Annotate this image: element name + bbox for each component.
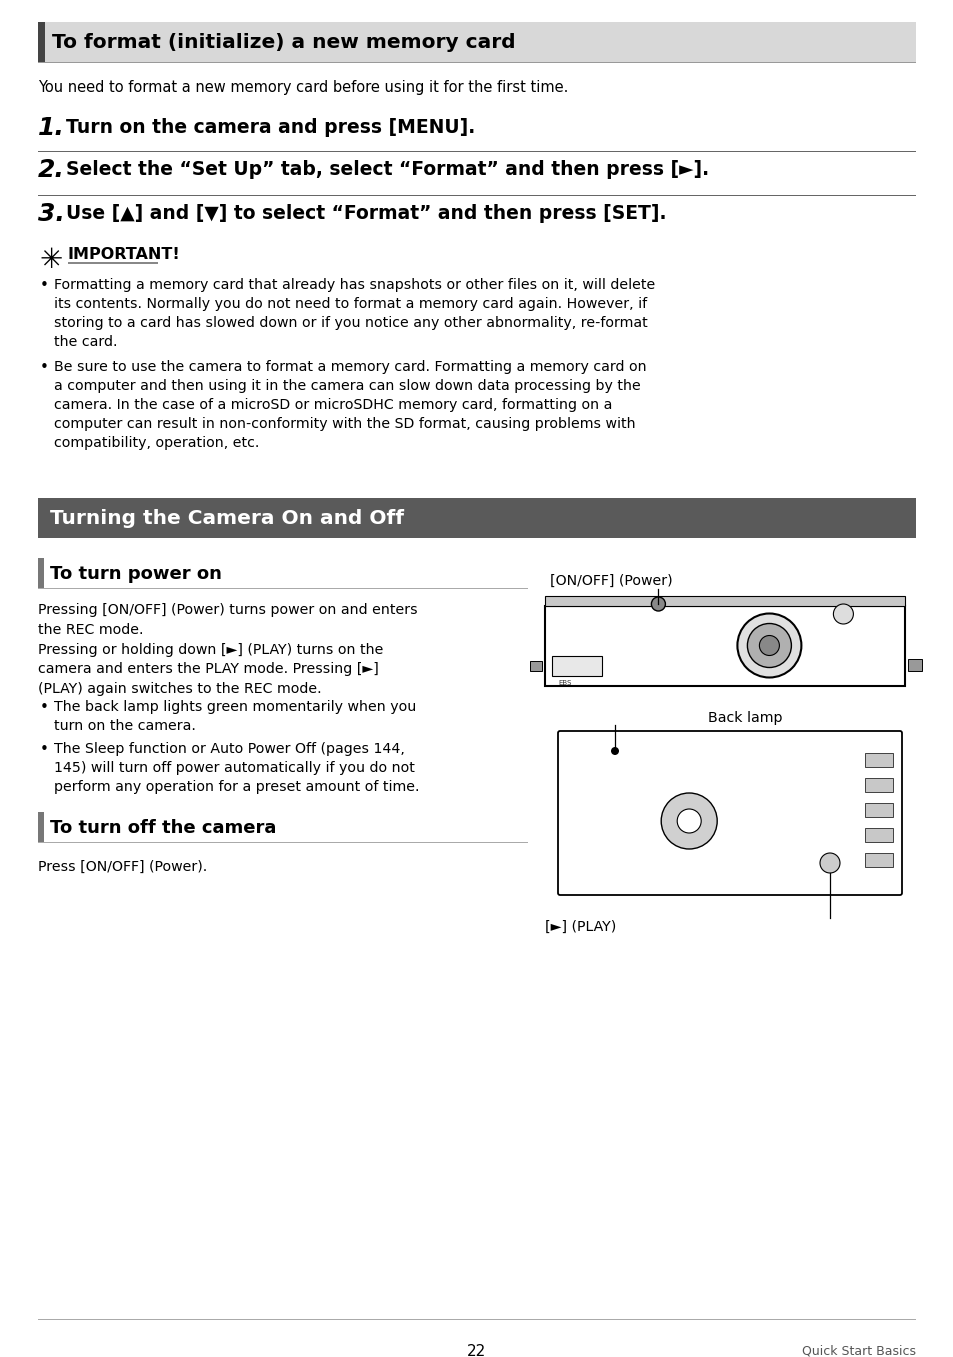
Bar (864, 854, 892, 867)
FancyBboxPatch shape (558, 731, 901, 896)
Text: Be sure to use the camera to format a memory card. Formatting a memory card on
a: Be sure to use the camera to format a me… (54, 360, 646, 449)
Bar (38, 498, 915, 537)
Text: 22: 22 (467, 1343, 486, 1357)
Circle shape (651, 597, 664, 611)
Text: To turn power on: To turn power on (50, 565, 222, 584)
Polygon shape (544, 607, 904, 687)
Text: •: • (40, 700, 49, 715)
Text: •: • (40, 278, 49, 293)
Bar (864, 753, 892, 767)
Bar (38, 558, 44, 588)
Text: IMPORTANT!: IMPORTANT! (68, 247, 180, 262)
Bar (907, 660, 921, 670)
Text: [ON/OFF] (Power): [ON/OFF] (Power) (550, 574, 672, 588)
Text: [►] (PLAY): [►] (PLAY) (544, 920, 616, 934)
Text: Press [ON/OFF] (Power).: Press [ON/OFF] (Power). (38, 860, 207, 874)
Bar (38, 22, 915, 62)
Circle shape (660, 792, 717, 849)
Bar (530, 661, 541, 670)
Circle shape (610, 746, 618, 754)
Bar (864, 803, 892, 817)
Text: Select the “Set Up” tab, select “Format” and then press [►].: Select the “Set Up” tab, select “Format”… (66, 160, 708, 179)
Bar (38, 811, 44, 841)
Bar (68, 262, 158, 265)
Text: •: • (40, 360, 49, 375)
Text: The Sleep function or Auto Power Off (pages 144,
145) will turn off power automa: The Sleep function or Auto Power Off (pa… (54, 742, 419, 794)
Circle shape (833, 604, 853, 624)
Text: Back lamp: Back lamp (707, 711, 781, 725)
Bar (552, 655, 601, 676)
Bar (864, 778, 892, 792)
Circle shape (677, 809, 700, 833)
Text: To turn off the camera: To turn off the camera (50, 820, 276, 837)
Text: Formatting a memory card that already has snapshots or other files on it, will d: Formatting a memory card that already ha… (54, 278, 655, 349)
Text: ✳: ✳ (39, 246, 62, 274)
Text: Pressing or holding down [►] (PLAY) turns on the
camera and enters the PLAY mode: Pressing or holding down [►] (PLAY) turn… (38, 643, 383, 696)
Text: Use [▲] and [▼] to select “Format” and then press [SET].: Use [▲] and [▼] to select “Format” and t… (66, 204, 666, 223)
Text: The back lamp lights green momentarily when you
turn on the camera.: The back lamp lights green momentarily w… (54, 700, 416, 733)
Text: •: • (40, 742, 49, 757)
Text: Quick Start Basics: Quick Start Basics (801, 1343, 915, 1357)
Text: You need to format a new memory card before using it for the first time.: You need to format a new memory card bef… (38, 80, 568, 95)
Text: Turn on the camera and press [MENU].: Turn on the camera and press [MENU]. (66, 118, 475, 137)
Bar (38, 22, 45, 62)
Bar (544, 596, 904, 607)
Text: Turning the Camera On and Off: Turning the Camera On and Off (50, 509, 403, 528)
Circle shape (746, 623, 791, 668)
Text: 1.: 1. (38, 115, 65, 140)
Bar (864, 828, 892, 841)
Circle shape (759, 635, 779, 655)
Text: EBS: EBS (558, 680, 571, 687)
Text: 3.: 3. (38, 202, 65, 227)
Circle shape (737, 613, 801, 677)
Text: To format (initialize) a new memory card: To format (initialize) a new memory card (52, 33, 515, 52)
Text: Pressing [ON/OFF] (Power) turns power on and enters
the REC mode.: Pressing [ON/OFF] (Power) turns power on… (38, 603, 417, 636)
Text: 2.: 2. (38, 157, 65, 182)
Circle shape (820, 854, 840, 873)
